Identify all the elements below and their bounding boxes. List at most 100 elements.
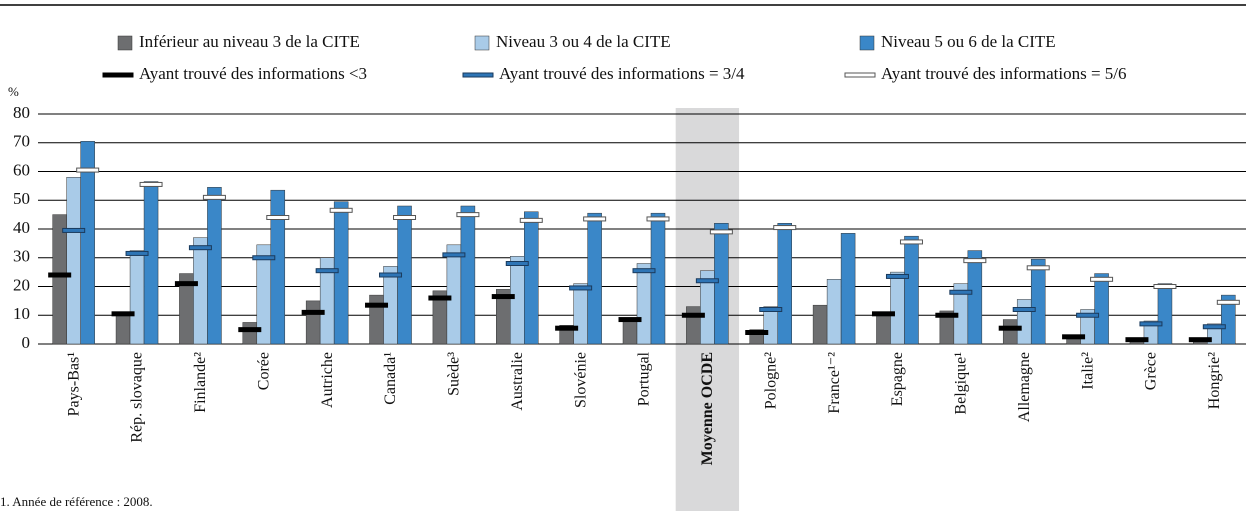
bar	[369, 294, 384, 345]
marker	[646, 216, 670, 222]
marker	[76, 167, 100, 173]
marker	[111, 311, 135, 317]
marker	[1076, 312, 1100, 318]
x-tick-label: Hongrie²	[1206, 352, 1223, 409]
bar	[1094, 273, 1109, 345]
marker	[618, 317, 642, 323]
marker	[1125, 337, 1149, 343]
x-tick-label: Allemagne	[1016, 352, 1033, 422]
x-tick-label: Italie²	[1079, 352, 1096, 390]
bar	[115, 312, 131, 345]
x-tick-label: Moyenne OCDE	[699, 352, 716, 465]
bar	[143, 181, 159, 345]
bar	[876, 312, 891, 345]
y-tick-label: 70	[13, 132, 30, 151]
bar	[763, 306, 778, 345]
marker	[62, 227, 86, 233]
bar	[460, 205, 476, 345]
bar	[890, 271, 905, 345]
x-tick-label: Australie	[509, 352, 526, 411]
y-tick-label: 80	[13, 103, 30, 122]
y-tick-label: 30	[13, 247, 30, 266]
bar	[1157, 283, 1173, 345]
marker	[681, 312, 705, 318]
marker	[1062, 334, 1086, 340]
marker	[632, 268, 656, 274]
marker	[188, 245, 212, 251]
marker	[935, 312, 959, 318]
bar	[967, 250, 983, 345]
bar	[573, 283, 588, 345]
marker	[555, 325, 579, 331]
bar	[193, 237, 208, 345]
x-tick-label: Belgique¹	[953, 352, 970, 415]
y-axis-label: %	[8, 84, 19, 99]
marker	[519, 217, 543, 223]
legend-label: Niveau 3 ou 4 de la CITE	[496, 32, 671, 51]
marker	[428, 295, 452, 301]
legend-label: Ayant trouvé des informations <3	[139, 64, 367, 83]
bar	[1030, 258, 1046, 345]
marker	[202, 194, 226, 200]
x-tick-label: Portugal	[636, 351, 653, 406]
bar	[650, 212, 666, 345]
bar	[1221, 294, 1236, 345]
marker	[709, 229, 733, 235]
marker	[1090, 276, 1114, 282]
marker	[949, 289, 973, 295]
marker	[379, 272, 403, 278]
marker	[252, 255, 276, 261]
y-tick-label: 40	[13, 218, 30, 237]
bar	[524, 211, 539, 345]
bar	[207, 187, 222, 345]
marker	[393, 215, 417, 220]
x-tick-label: Grèce	[1143, 352, 1160, 390]
bar	[80, 141, 95, 345]
bar	[242, 322, 258, 345]
x-tick-label: Autriche	[319, 352, 336, 408]
marker	[759, 307, 783, 312]
legend-label: Ayant trouvé des informations = 5/6	[881, 64, 1127, 83]
marker	[871, 311, 895, 317]
legend-swatch	[474, 35, 490, 51]
marker	[125, 250, 149, 256]
legend-swatch	[462, 72, 494, 78]
marker	[1012, 307, 1036, 312]
bar	[714, 223, 729, 345]
marker	[569, 285, 593, 291]
x-tick-label: Pologne²	[762, 352, 779, 409]
marker	[491, 294, 515, 300]
marker	[1139, 321, 1163, 327]
legend-swatch	[102, 72, 134, 78]
marker	[1202, 324, 1226, 330]
marker	[301, 309, 325, 315]
x-tick-label: Finlande²	[192, 352, 209, 413]
marker	[1026, 265, 1050, 271]
x-tick-label: Espagne	[889, 352, 906, 406]
marker	[1216, 299, 1240, 305]
bar	[129, 250, 145, 345]
bar	[840, 233, 856, 345]
bar	[686, 306, 701, 345]
legend-swatch	[844, 72, 876, 78]
x-tick-label: Corée	[255, 352, 272, 390]
legend-swatch	[117, 35, 133, 51]
marker	[745, 330, 769, 335]
y-tick-label: 20	[13, 275, 30, 294]
legend-label: Ayant trouvé des informations = 3/4	[499, 64, 745, 83]
marker	[885, 273, 909, 279]
bar	[52, 214, 67, 345]
marker	[899, 239, 923, 245]
bar	[1002, 319, 1018, 345]
marker	[315, 268, 339, 274]
marker	[266, 215, 290, 220]
legend-label: Inférieur au niveau 3 de la CITE	[139, 32, 360, 51]
y-tick-label: 0	[22, 333, 31, 352]
marker	[174, 281, 198, 287]
marker	[48, 272, 72, 278]
legend-swatch	[859, 35, 875, 51]
marker	[1153, 284, 1177, 289]
bar	[587, 212, 602, 345]
x-tick-label: Slovénie	[572, 352, 589, 408]
y-tick-label: 50	[13, 189, 30, 208]
